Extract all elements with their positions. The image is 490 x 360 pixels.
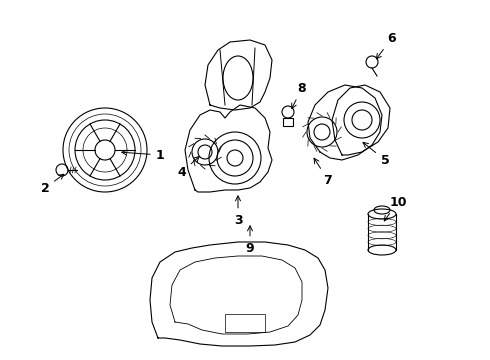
Text: 10: 10 — [384, 195, 407, 221]
Text: 4: 4 — [177, 157, 199, 179]
Text: 1: 1 — [122, 149, 164, 162]
Text: 7: 7 — [314, 158, 332, 186]
Text: 5: 5 — [363, 143, 390, 166]
Bar — [283, 118, 293, 126]
Text: 3: 3 — [234, 196, 243, 226]
Bar — [225, 314, 265, 332]
Text: 8: 8 — [292, 81, 306, 109]
Text: 2: 2 — [41, 174, 64, 194]
Text: 9: 9 — [245, 226, 254, 255]
Text: 6: 6 — [376, 31, 396, 59]
